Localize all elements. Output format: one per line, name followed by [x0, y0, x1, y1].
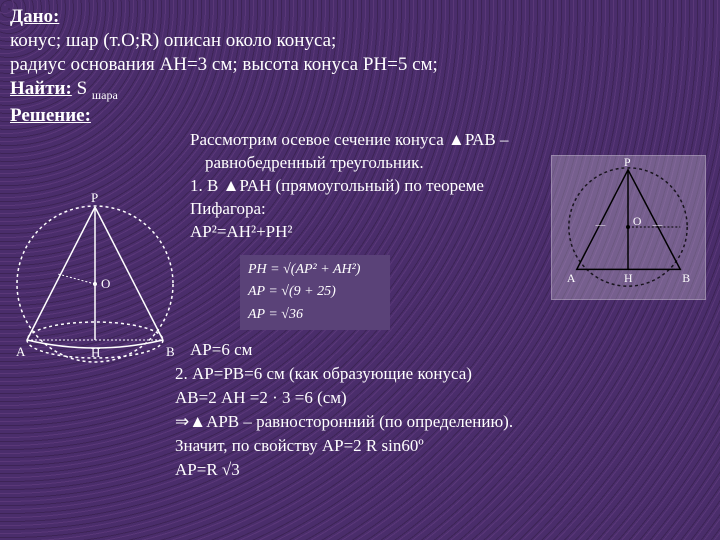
diagram-right: P A B H O — — [551, 155, 706, 300]
f1: PH = √(AP² + AH²) [248, 259, 382, 281]
find-s: S [72, 78, 92, 99]
p9: ⇒▲АРВ – равносторонний (по определению). [175, 411, 513, 434]
solution-label: Решение: [10, 105, 91, 126]
f2: AP = √(9 + 25) [248, 281, 382, 303]
find-label: Найти: [10, 78, 72, 99]
p4: Пифагора: [190, 198, 266, 221]
svg-text:P: P [624, 156, 631, 169]
svg-text:A: A [16, 344, 26, 359]
svg-text:O: O [633, 214, 642, 228]
svg-text:O: O [101, 276, 110, 291]
given-label: Дано: [10, 6, 59, 27]
p2: равнобедренный треугольник. [205, 152, 424, 175]
find-sub: шара [92, 88, 118, 102]
p8: АВ=2 АН =2 · 3 =6 (см) [175, 387, 347, 410]
svg-text:B: B [682, 271, 690, 285]
p7: 2. АР=РВ=6 см (как образующие конуса) [175, 363, 472, 386]
svg-text:H: H [91, 345, 100, 360]
svg-text:A: A [567, 271, 576, 285]
formula-block: PH = √(AP² + AH²) AP = √(9 + 25) AP = √3… [240, 255, 390, 330]
svg-text:—: — [652, 220, 663, 231]
given-line3: радиус основания АН=3 см; высота конуса … [10, 54, 710, 76]
p11: АР=R √3 [175, 459, 240, 482]
svg-text:H: H [624, 271, 633, 285]
p3: 1. В ▲РАН (прямоугольный) по теореме [190, 175, 484, 198]
f3: AP = √36 [248, 304, 382, 326]
p5: АР²=АН²+РН² [190, 221, 292, 244]
diagram-left: P A B H O [8, 184, 183, 379]
p1: Рассмотрим осевое сечение конуса ▲РАВ – [190, 129, 508, 152]
svg-text:—: — [594, 220, 605, 231]
p6: АР=6 см [190, 339, 252, 362]
p10: Значит, по свойству АР=2 R sin60º [175, 435, 424, 458]
svg-text:B: B [166, 344, 175, 359]
given-line2: конус; шар (т.О;R) описан около конуса; [10, 30, 710, 52]
svg-text:P: P [91, 190, 98, 205]
